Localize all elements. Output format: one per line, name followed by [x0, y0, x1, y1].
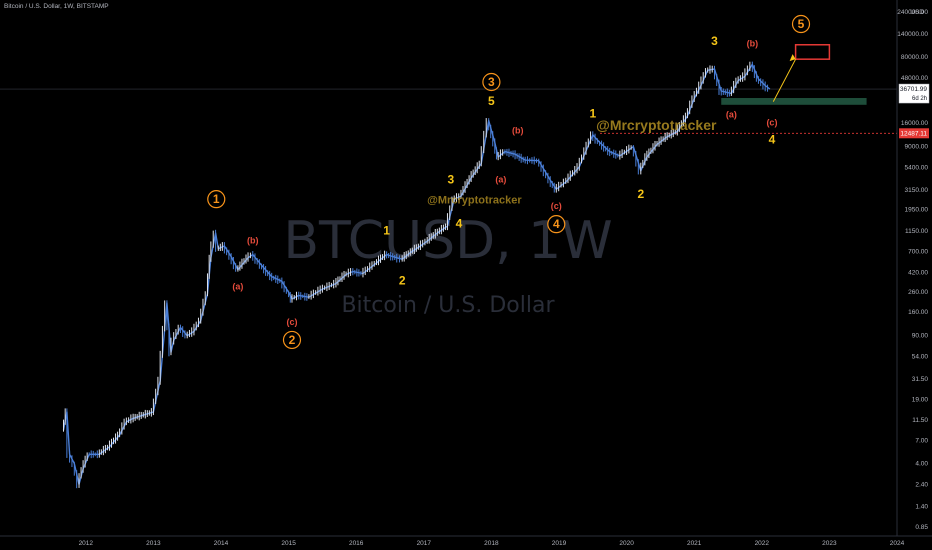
- price-tick-label: 80000.00: [901, 54, 928, 61]
- price-tick-label: 4.00: [915, 460, 928, 467]
- projection-arrow: [772, 58, 797, 102]
- time-tick-label: 2021: [687, 540, 702, 547]
- wave-label: (b): [247, 236, 259, 246]
- price-tick-label: 0.85: [915, 524, 928, 531]
- wave-circle: [282, 330, 302, 350]
- author-tag-2: @Mrcryptotracker: [427, 195, 522, 207]
- wave-label: 4: [769, 133, 776, 147]
- wave-label: (a): [232, 281, 243, 291]
- price-tick-label: 160.00: [908, 309, 928, 316]
- price-tick-label: 1950.00: [905, 206, 929, 213]
- time-tick-label: 2013: [146, 540, 161, 547]
- wave-label: (a): [495, 174, 506, 184]
- wave-label: 1: [383, 224, 390, 238]
- wave-label: (c): [551, 201, 562, 211]
- wave-label: 4: [553, 217, 560, 231]
- wave-circle: [791, 14, 811, 34]
- price-tick-label: 3150.00: [905, 187, 929, 194]
- price-tick-label: 260.00: [908, 289, 928, 296]
- price-tick-label: 9000.00: [905, 144, 929, 151]
- current-price-badge: [898, 83, 930, 104]
- wave-circle: [482, 72, 501, 92]
- price-tick-label: 19.00: [912, 397, 929, 404]
- current-price-label: 36701.99: [900, 86, 927, 93]
- price-tick-label: 31.50: [912, 376, 929, 383]
- wave-label: 5: [798, 17, 805, 31]
- price-tick-label: 240000.00: [897, 9, 928, 16]
- price-tick-label: 16000.00: [901, 120, 928, 127]
- symbol-header: Bitcoin / U.S. Dollar, 1W, BITSTAMP: [4, 3, 109, 10]
- price-tick-label: 11.50: [912, 417, 928, 424]
- projection-arrowhead: [789, 54, 796, 62]
- wave-label: 3: [447, 173, 454, 187]
- time-tick-label: 2022: [755, 540, 770, 547]
- watermark: BTCUSD, 1W Bitcoin / U.S. Dollar: [283, 211, 612, 318]
- wave-circle: [547, 215, 566, 234]
- price-tick-label: 140000.00: [897, 31, 928, 38]
- wave-label: 1: [589, 107, 596, 121]
- price-tick-label: 54.00: [912, 354, 929, 361]
- wave-labels: 1 (a) (b) (c) 2 1 2 3 4 3 5 (a) (b) (c) 4 1 2 3 (a) (b) (c) 4…: [207, 14, 811, 350]
- watermark-ticker: BTCUSD, 1W: [283, 211, 612, 271]
- price-tick-label: 90.00: [912, 333, 929, 340]
- wave-label: 2: [637, 187, 644, 201]
- countdown-label: 6d 2h: [912, 96, 927, 102]
- reference-lines: [0, 88, 897, 134]
- wave-label: 2: [289, 333, 296, 347]
- time-tick-label: 2016: [349, 540, 364, 547]
- wave-label: 1: [213, 192, 220, 206]
- time-tick-label: 2020: [619, 540, 634, 547]
- price-tick-label: 1150.00: [905, 228, 928, 235]
- author-tag: @Mrcryptotracker: [596, 117, 717, 133]
- price-tick-label: 5400.00: [905, 165, 929, 172]
- price-unit: USD: [910, 9, 924, 16]
- wave-label: (c): [766, 118, 777, 128]
- wave-circle: [207, 190, 226, 209]
- wave-label: (a): [726, 109, 737, 119]
- price-tick-label: 700.00: [908, 249, 928, 256]
- price-tick-label: 1.40: [915, 504, 928, 511]
- price-tick-label: 7.00: [915, 437, 928, 444]
- wave-label: 2: [399, 274, 406, 288]
- wave-label: 4: [456, 216, 463, 230]
- time-tick-label: 2012: [79, 540, 94, 547]
- annotation-zones: [721, 44, 867, 105]
- time-tick-label: 2019: [552, 540, 567, 547]
- price-tick-label: 48000.00: [901, 75, 928, 82]
- wave-label: 5: [488, 94, 495, 108]
- time-axis[interactable]: 2012 2013 2014 2015 2016 2017 2018 2019 2020 2021…: [79, 540, 905, 547]
- time-tick-label: 2017: [417, 540, 432, 547]
- time-tick-label: 2014: [214, 540, 229, 547]
- time-tick-label: 2023: [822, 540, 837, 547]
- support-zone: [721, 98, 867, 105]
- price-series: [62, 61, 771, 489]
- marker-price-badge: [899, 128, 929, 139]
- price-tick-label: 420.00: [908, 269, 928, 276]
- time-tick-label: 2018: [484, 540, 499, 547]
- target-box: [794, 44, 831, 60]
- price-axis[interactable]: USD240000.00140000.0080000.0048000.00280…: [897, 9, 930, 531]
- wave-label: (b): [747, 38, 759, 48]
- time-tick-label: 2024: [890, 540, 905, 547]
- wave-label: (c): [286, 317, 297, 327]
- wave-label: 3: [488, 75, 495, 89]
- marker-price-label: 12487.11: [900, 130, 927, 137]
- wave-label: (b): [512, 126, 524, 136]
- wave-label: 3: [711, 34, 718, 48]
- time-tick-label: 2015: [281, 540, 296, 547]
- watermark-name: Bitcoin / U.S. Dollar: [341, 293, 555, 318]
- price-tick-label: 2.40: [915, 481, 928, 488]
